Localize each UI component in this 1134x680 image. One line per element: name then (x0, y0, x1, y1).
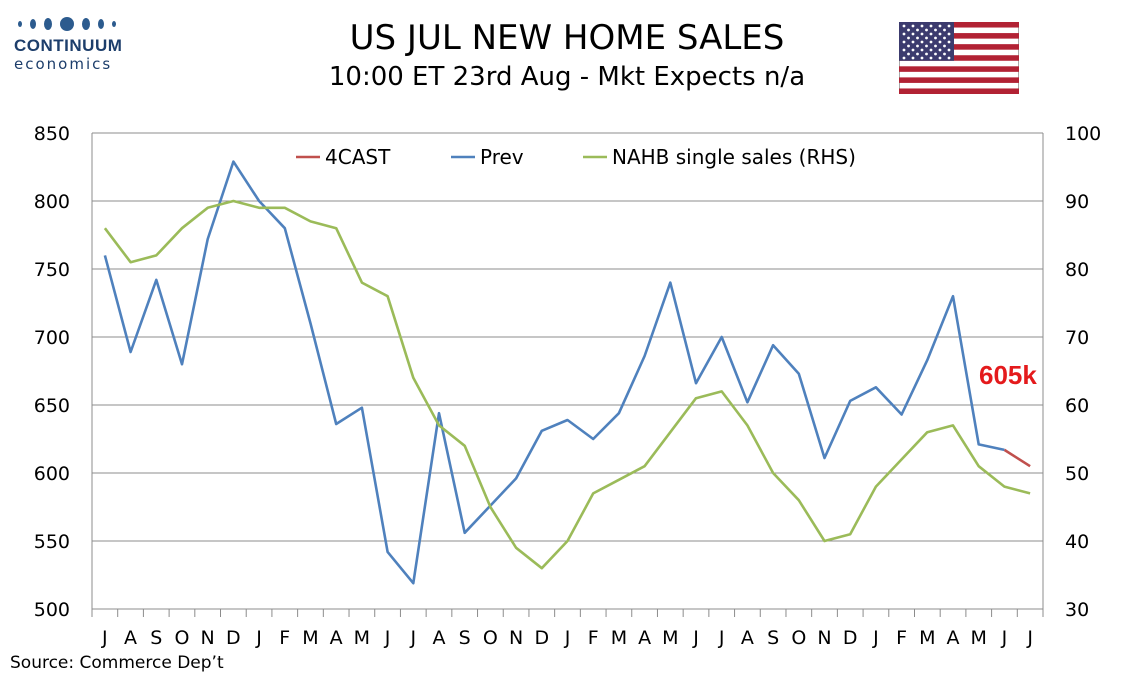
y-left-tick-label: 800 (34, 191, 70, 213)
x-tick-label: J (872, 627, 879, 649)
x-tick-label: N (509, 627, 523, 649)
x-tick-label: J (1001, 627, 1008, 649)
x-tick-label: J (1026, 627, 1033, 649)
x-tick-label: A (741, 627, 754, 649)
x-tick-label: N (201, 627, 215, 649)
legend-nahb-label: NAHB single sales (RHS) (612, 145, 856, 169)
x-tick-label: F (279, 627, 290, 649)
series-nahb (103, 199, 1031, 570)
forecast-value-label: 605k (979, 360, 1037, 390)
company-logo: CONTINUUM economics (14, 14, 144, 73)
y-right-tick-label: 60 (1065, 395, 1089, 417)
y-right-tick-label: 90 (1065, 191, 1089, 213)
x-tick-label: J (409, 627, 416, 649)
x-tick-label: J (101, 627, 108, 649)
us-flag-icon (899, 22, 1019, 94)
logo-subtitle: economics (14, 55, 113, 73)
x-tick-label: M (662, 627, 678, 649)
y-left-tick-label: 550 (34, 531, 70, 553)
y-right-tick-label: 100 (1065, 123, 1101, 145)
logo-name: CONTINUUM (14, 36, 123, 55)
y-left-tick-label: 850 (34, 123, 70, 145)
x-tick-label: M (971, 627, 987, 649)
y-right-tick-label: 30 (1065, 599, 1089, 621)
x-tick-label: A (330, 627, 343, 649)
chart-subtitle: 10:00 ET 23rd Aug - Mkt Expects n/a (328, 62, 806, 92)
x-tick-label: A (638, 627, 651, 649)
x-tick-label: O (483, 627, 498, 649)
x-tick-label: M (302, 627, 318, 649)
y-right-tick-label: 50 (1065, 463, 1089, 485)
y-right-tick-label: 40 (1065, 531, 1089, 553)
x-tick-label: F (896, 627, 907, 649)
x-tick-label: M (354, 627, 370, 649)
legend-prev-label: Prev (480, 145, 524, 169)
x-tick-label: M (611, 627, 627, 649)
legend-4cast-label: 4CAST (325, 145, 391, 169)
x-tick-label: D (226, 627, 241, 649)
x-tick-label: A (124, 627, 137, 649)
logo-dots-icon (18, 14, 144, 34)
x-tick-label: S (767, 627, 779, 649)
x-tick-label: J (564, 627, 571, 649)
x-tick-label: J (255, 627, 262, 649)
y-left-tick-label: 700 (34, 327, 70, 349)
source-note: Source: Commerce Dep’t (10, 653, 224, 673)
series-4cast (1003, 448, 1031, 468)
x-tick-label: A (432, 627, 445, 649)
x-tick-label: J (718, 627, 725, 649)
x-tick-label: S (150, 627, 162, 649)
x-tick-label: D (843, 627, 858, 649)
x-tick-label: A (947, 627, 960, 649)
x-tick-label: N (817, 627, 831, 649)
y-right-tick-label: 70 (1065, 327, 1089, 349)
y-left-tick-label: 650 (34, 395, 70, 417)
x-tick-label: J (692, 627, 699, 649)
y-left-tick-label: 750 (34, 259, 70, 281)
chart-title: US JUL NEW HOME SALES (349, 18, 785, 58)
y-left-tick-label: 500 (34, 599, 70, 621)
y-right-tick-label: 80 (1065, 259, 1089, 281)
x-tick-label: D (534, 627, 549, 649)
x-tick-label: M (919, 627, 935, 649)
x-tick-label: O (791, 627, 806, 649)
x-tick-label: O (174, 627, 189, 649)
x-tick-label: J (384, 627, 391, 649)
x-tick-label: S (459, 627, 471, 649)
y-left-tick-label: 600 (34, 463, 70, 485)
series-prev (103, 160, 1005, 585)
x-tick-label: F (588, 627, 599, 649)
